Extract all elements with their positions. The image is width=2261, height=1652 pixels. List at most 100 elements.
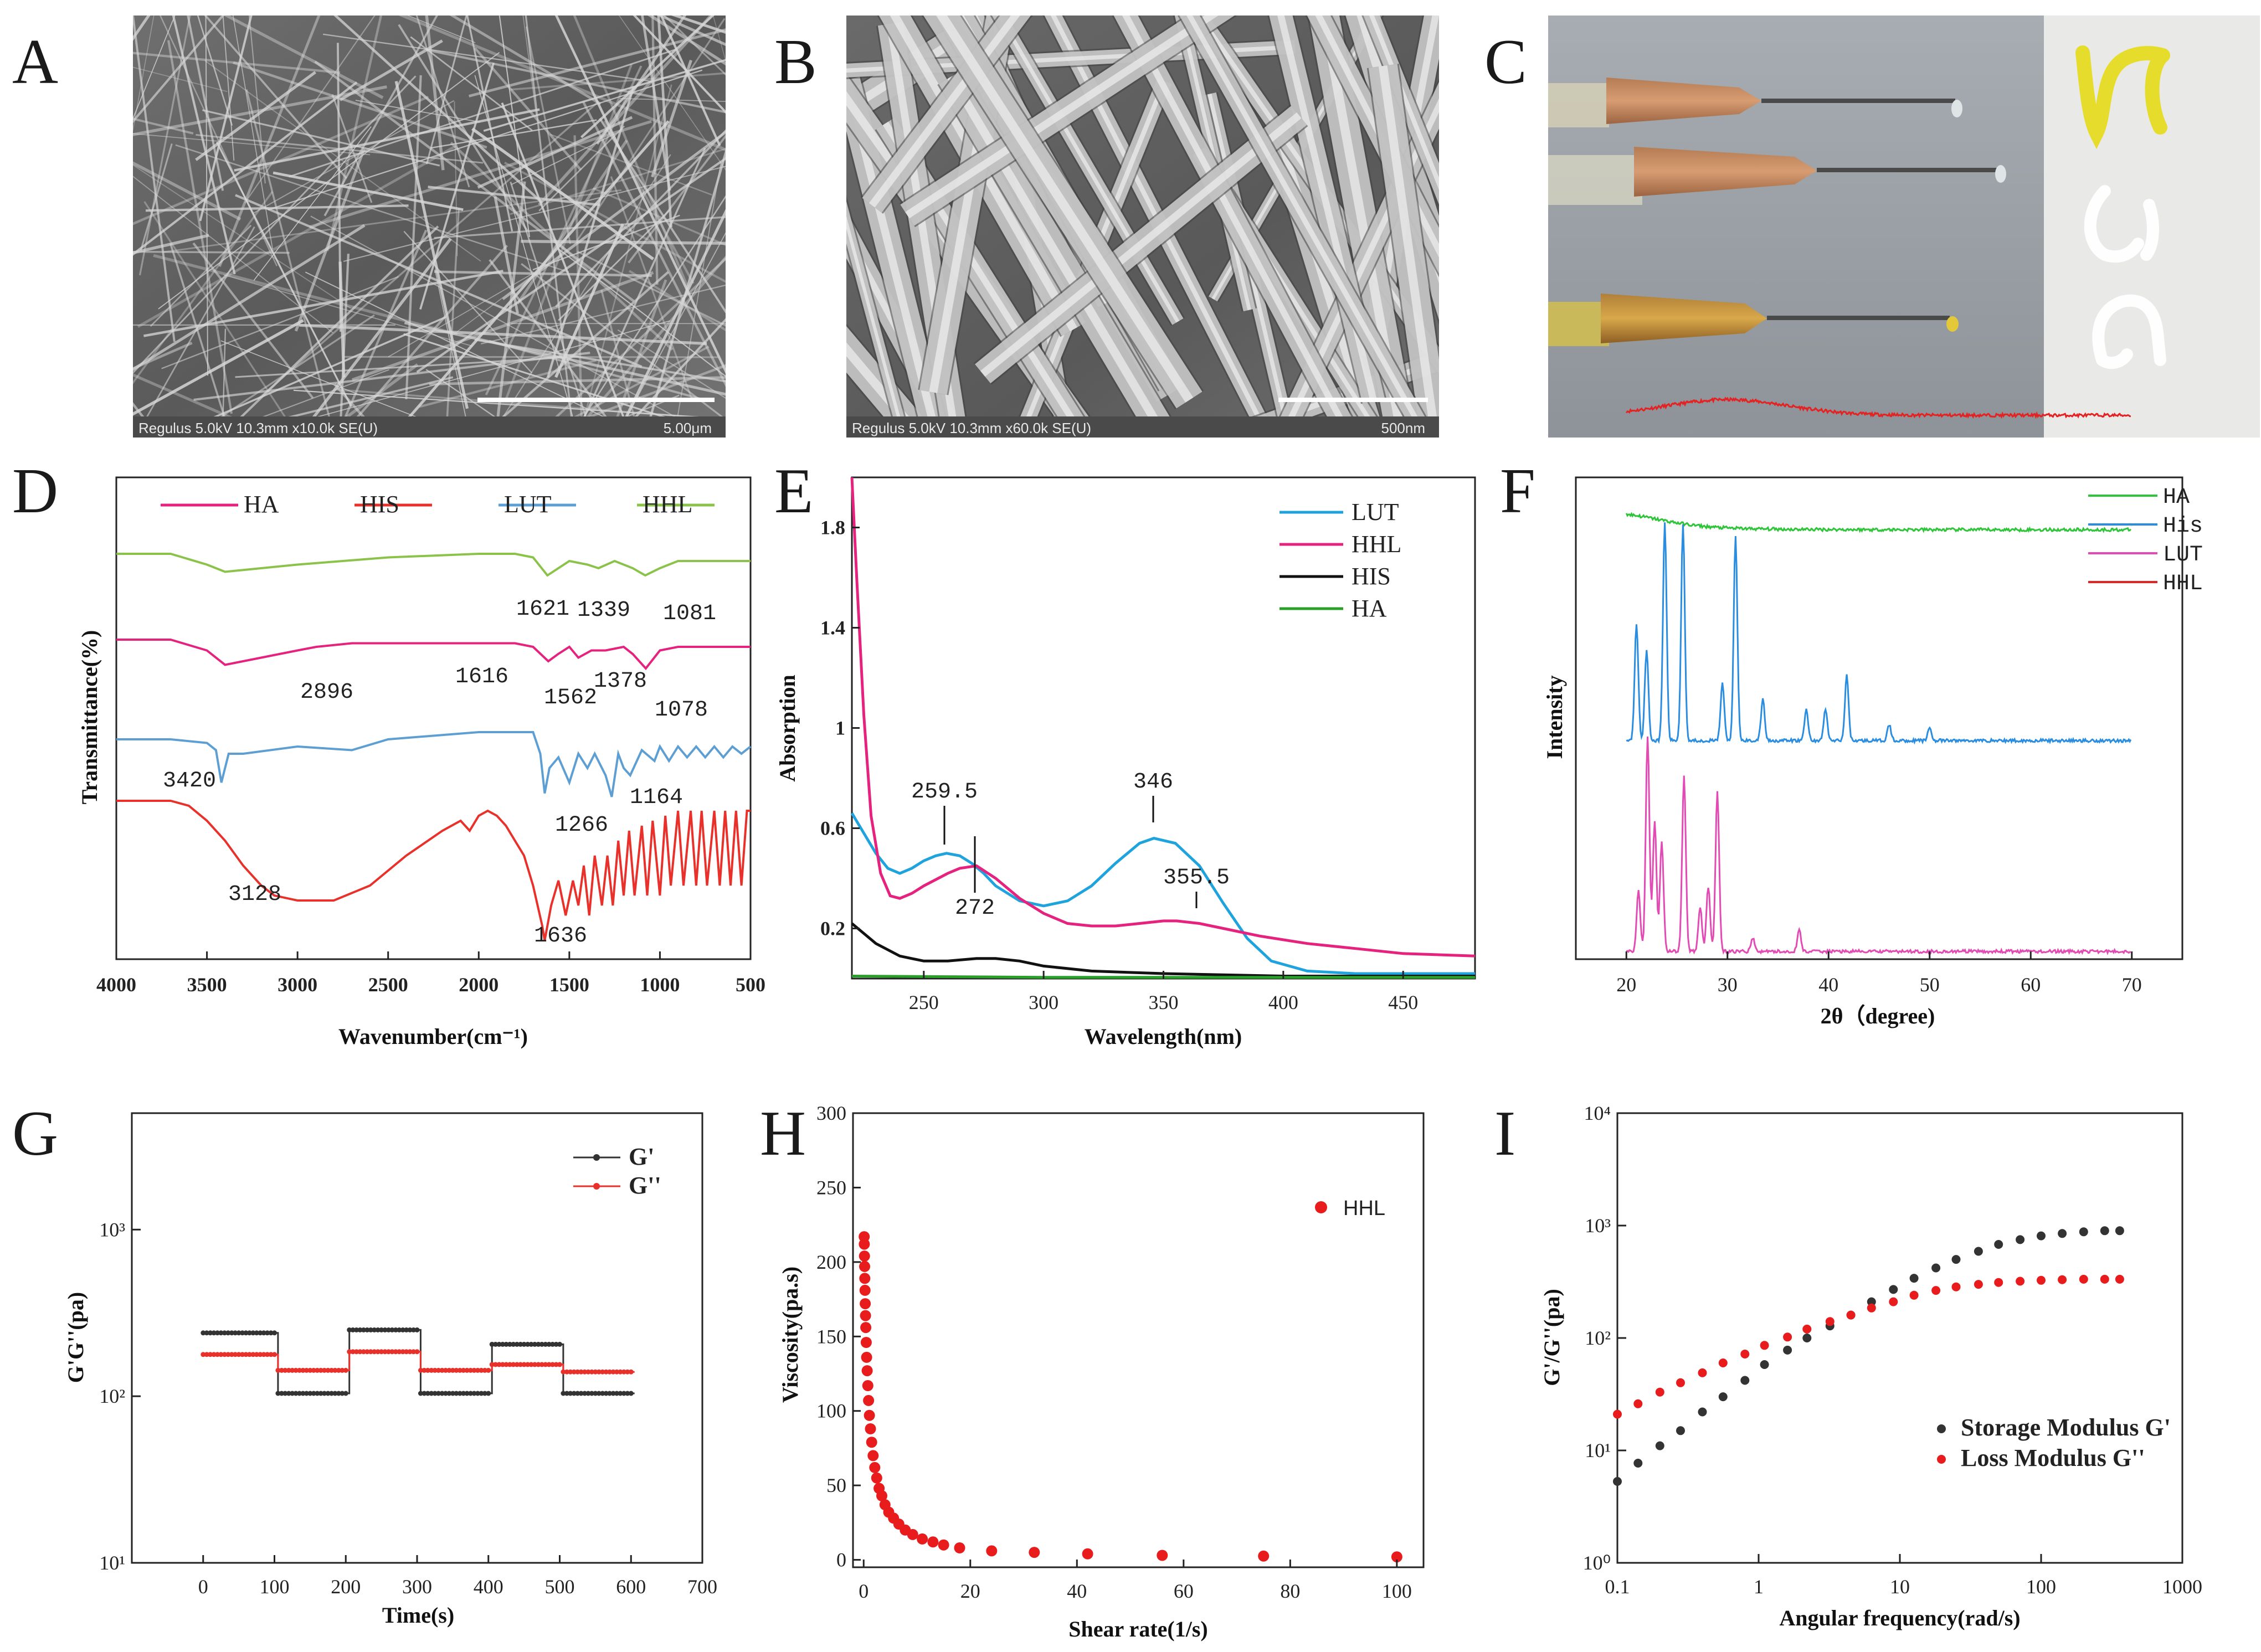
fiber [663,16,726,76]
x-tick-label-d: 1000 [640,974,680,996]
data-point-g1 [507,1362,512,1367]
data-point-g0 [404,1327,409,1332]
data-point-g1 [325,1367,331,1373]
fiber [140,143,173,251]
fiber [253,126,372,281]
data-point-h [867,1450,879,1461]
data-point-g1 [429,1367,434,1373]
series-line-his [851,922,1475,977]
legend-label-e: LUT [1352,498,1399,526]
x-tick-label-h: 60 [1174,1580,1194,1602]
data-point-g0 [375,1327,381,1332]
data-point-g0 [246,1330,252,1336]
data-point-g0 [443,1391,448,1396]
data-point-g0 [439,1391,445,1396]
data-point-g1 [553,1362,559,1367]
data-point-g1 [564,1369,569,1375]
data-point-g0 [400,1327,405,1332]
legend-label-e: HIS [1352,563,1391,590]
fiber-highlight [947,74,1170,438]
legend-label-i: Loss Modulus G'' [1961,1444,2145,1471]
data-point-g1 [625,1369,630,1375]
gel-strand-clear-2 [2092,294,2166,369]
fiber [452,130,726,336]
data-point-g0 [610,1391,616,1396]
data-point-g1 [418,1367,423,1373]
data-point-g1 [539,1362,544,1367]
data-point-g1 [486,1367,491,1373]
data-point-g0 [496,1341,502,1347]
fiber [501,102,633,438]
data-point-g1 [340,1367,345,1373]
fiber [521,263,726,421]
fiber [133,16,151,41]
data-point-h [865,1423,876,1434]
data-point-g0 [628,1391,634,1396]
fiber-highlight [1122,16,1354,438]
data-point-g1 [332,1367,338,1373]
plot-frame-f [1575,476,2183,960]
data-point-g1 [596,1369,602,1375]
data-point-g1 [500,1362,505,1367]
fiber [294,148,366,332]
data-point-g1 [233,1352,238,1357]
fiber [510,148,726,215]
legend-e: LUT HHL HIS HA [1279,498,1401,622]
data-point-g0 [471,1391,477,1396]
data-point-h [863,1394,875,1406]
data-point-g0 [275,1391,281,1396]
fiber [233,61,487,149]
data-point-g1 [411,1349,417,1355]
data-point-h [859,1250,870,1262]
data-point-i1 [2079,1274,2088,1284]
fiber [494,181,526,438]
data-point-i0 [2037,1231,2046,1241]
data-point-g1 [404,1349,409,1355]
annotation-label-e: 259.5 [911,780,978,805]
data-point-g1 [475,1367,480,1373]
fiber [133,342,193,370]
data-point-i0 [1951,1255,1961,1264]
data-point-g0 [607,1391,613,1396]
series-i [1613,1226,2124,1486]
chart-f: HA His LUT HHL 20 30 40 50 60 70 2θ（degree) Inte… [1542,397,2203,1028]
x-axis-label-h: Shear rate(1/s) [1068,1617,1207,1641]
data-point-g0 [603,1391,609,1396]
fiber [322,33,651,83]
y-tick-label-h: 50 [826,1474,846,1496]
data-point-i1 [1889,1297,1898,1306]
fiber [415,16,470,188]
data-point-h [1029,1547,1040,1558]
fiber [133,16,176,120]
fiber [133,373,281,438]
legend-marker-i [1937,1455,1946,1464]
data-point-g0 [201,1330,206,1336]
data-point-g0 [311,1391,316,1396]
x-tick-label-h: 20 [960,1580,980,1602]
legend-label-d: LUT [504,491,552,518]
data-point-g0 [500,1341,505,1347]
fiber [569,195,726,438]
data-point-g1 [543,1362,548,1367]
x-tick-label-i: 1000 [2162,1576,2202,1598]
legend-f: HA His LUT HHL [2088,485,2203,596]
data-point-g0 [393,1327,398,1332]
data-point-g0 [258,1330,263,1336]
data-point-g1 [258,1352,263,1357]
fiber [494,196,519,314]
data-point-g0 [411,1327,417,1332]
data-point-g0 [265,1330,270,1336]
y-tick-label-i: 10⁰ [1583,1552,1611,1574]
x-tick-label-d: 4000 [96,974,136,996]
data-point-g0 [272,1330,277,1336]
data-point-h [954,1542,965,1553]
data-point-g0 [561,1391,566,1396]
fiber-highlight [1378,65,1439,438]
data-point-g1 [400,1349,405,1355]
fiber-network-a [133,16,726,438]
series-line-hhl [1626,397,2131,419]
data-point-g0 [536,1341,541,1347]
data-point-g1 [446,1367,452,1373]
fiber [310,215,688,425]
